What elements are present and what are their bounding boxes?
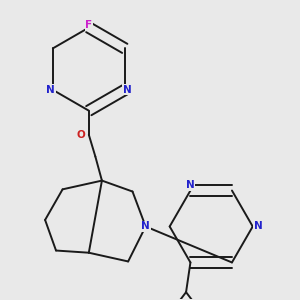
Text: F: F xyxy=(85,20,92,30)
Text: N: N xyxy=(123,85,131,95)
Text: N: N xyxy=(46,85,55,95)
Text: O: O xyxy=(76,130,85,140)
Text: N: N xyxy=(186,180,195,190)
Text: N: N xyxy=(254,221,262,232)
Text: N: N xyxy=(141,221,150,232)
